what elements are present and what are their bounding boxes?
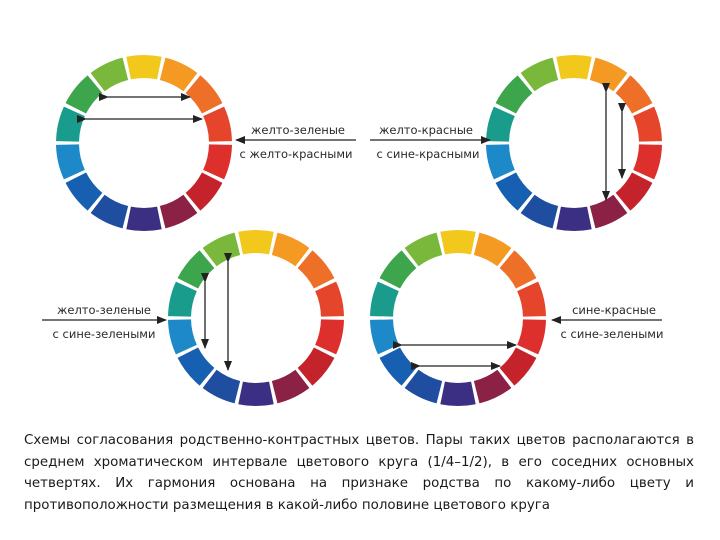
wheel-segment — [203, 144, 232, 180]
wheel-segment — [615, 172, 653, 211]
wheel-segment — [238, 381, 274, 407]
wheel-segment — [370, 281, 399, 317]
wheel-segment — [177, 250, 215, 289]
wheel-segment — [315, 281, 344, 317]
label-wheel3-line2: с сине-зелеными — [53, 327, 156, 341]
wheel-segment — [556, 206, 592, 231]
wheel-segment — [65, 172, 103, 211]
wheel-segment — [486, 144, 515, 180]
wheel-segment — [203, 106, 232, 142]
label-wheel1-line2: с желто-красными — [239, 147, 352, 161]
wheel-segment — [473, 232, 512, 267]
wheel-segment — [495, 172, 533, 211]
wheel-segment — [486, 106, 515, 142]
wheel-segment — [185, 75, 223, 114]
color-wheel-top-right — [486, 54, 662, 231]
wheel-segment — [520, 194, 559, 229]
wheel-segment — [297, 347, 335, 386]
wheel-segment — [56, 106, 85, 142]
caption-text: Схемы согласования родственно-контрастны… — [24, 433, 694, 513]
wheel-segment — [297, 250, 335, 289]
wheel-segment — [56, 144, 85, 180]
wheel-segment — [126, 55, 162, 80]
wheel-segment — [126, 206, 162, 231]
wheel-segment — [556, 54, 592, 80]
label-wheel2-line2: с сине-красными — [377, 147, 480, 161]
label-wheel4-line1: сине-красные — [572, 303, 656, 317]
wheel-segment — [440, 230, 476, 255]
wheel-segment — [168, 319, 197, 355]
wheel-segment — [238, 230, 274, 255]
color-wheel-top-left — [56, 55, 232, 231]
wheel-segment — [159, 57, 198, 92]
color-harmony-diagram: желто-зеленые с желто-красными желто-кра… — [42, 54, 664, 407]
wheel-segment — [440, 381, 476, 407]
wheel-segment — [589, 57, 628, 92]
wheel-segment — [517, 281, 546, 317]
wheel-segment — [202, 369, 241, 404]
label-wheel1-line1: желто-зеленые — [251, 123, 345, 137]
wheel-segment — [65, 75, 103, 114]
wheel-segment — [499, 347, 537, 386]
wheel-segment — [271, 232, 310, 267]
label-wheel4-line2: с сине-зелеными — [561, 327, 664, 341]
wheel-segment — [517, 319, 546, 355]
wheel-segment — [473, 369, 512, 404]
wheel-segment — [633, 106, 662, 142]
wheel-segment — [633, 144, 662, 180]
color-wheel-bottom-right — [370, 230, 546, 407]
color-wheel-bottom-left — [168, 230, 344, 407]
wheel-segment — [495, 75, 533, 114]
wheel-segment — [271, 369, 310, 404]
wheel-segment — [185, 172, 223, 211]
wheel-segment — [404, 369, 443, 404]
wheel-segment — [404, 232, 443, 267]
wheel-segment — [90, 57, 129, 92]
wheel-segment — [177, 347, 215, 386]
wheel-segment — [159, 194, 198, 229]
label-wheel3-line1: желто-зеленые — [57, 303, 151, 317]
wheel-segment — [379, 347, 417, 386]
wheel-segment — [499, 250, 537, 289]
wheel-segment — [168, 281, 197, 317]
label-wheel2-line1: желто-красные — [379, 123, 473, 137]
wheel-segment — [379, 250, 417, 289]
wheel-segment — [615, 75, 653, 114]
wheel-segment — [315, 319, 344, 355]
wheel-segment — [589, 194, 628, 229]
wheel-segment — [520, 57, 559, 92]
wheel-segment — [370, 319, 399, 355]
wheel-segment — [90, 194, 129, 229]
